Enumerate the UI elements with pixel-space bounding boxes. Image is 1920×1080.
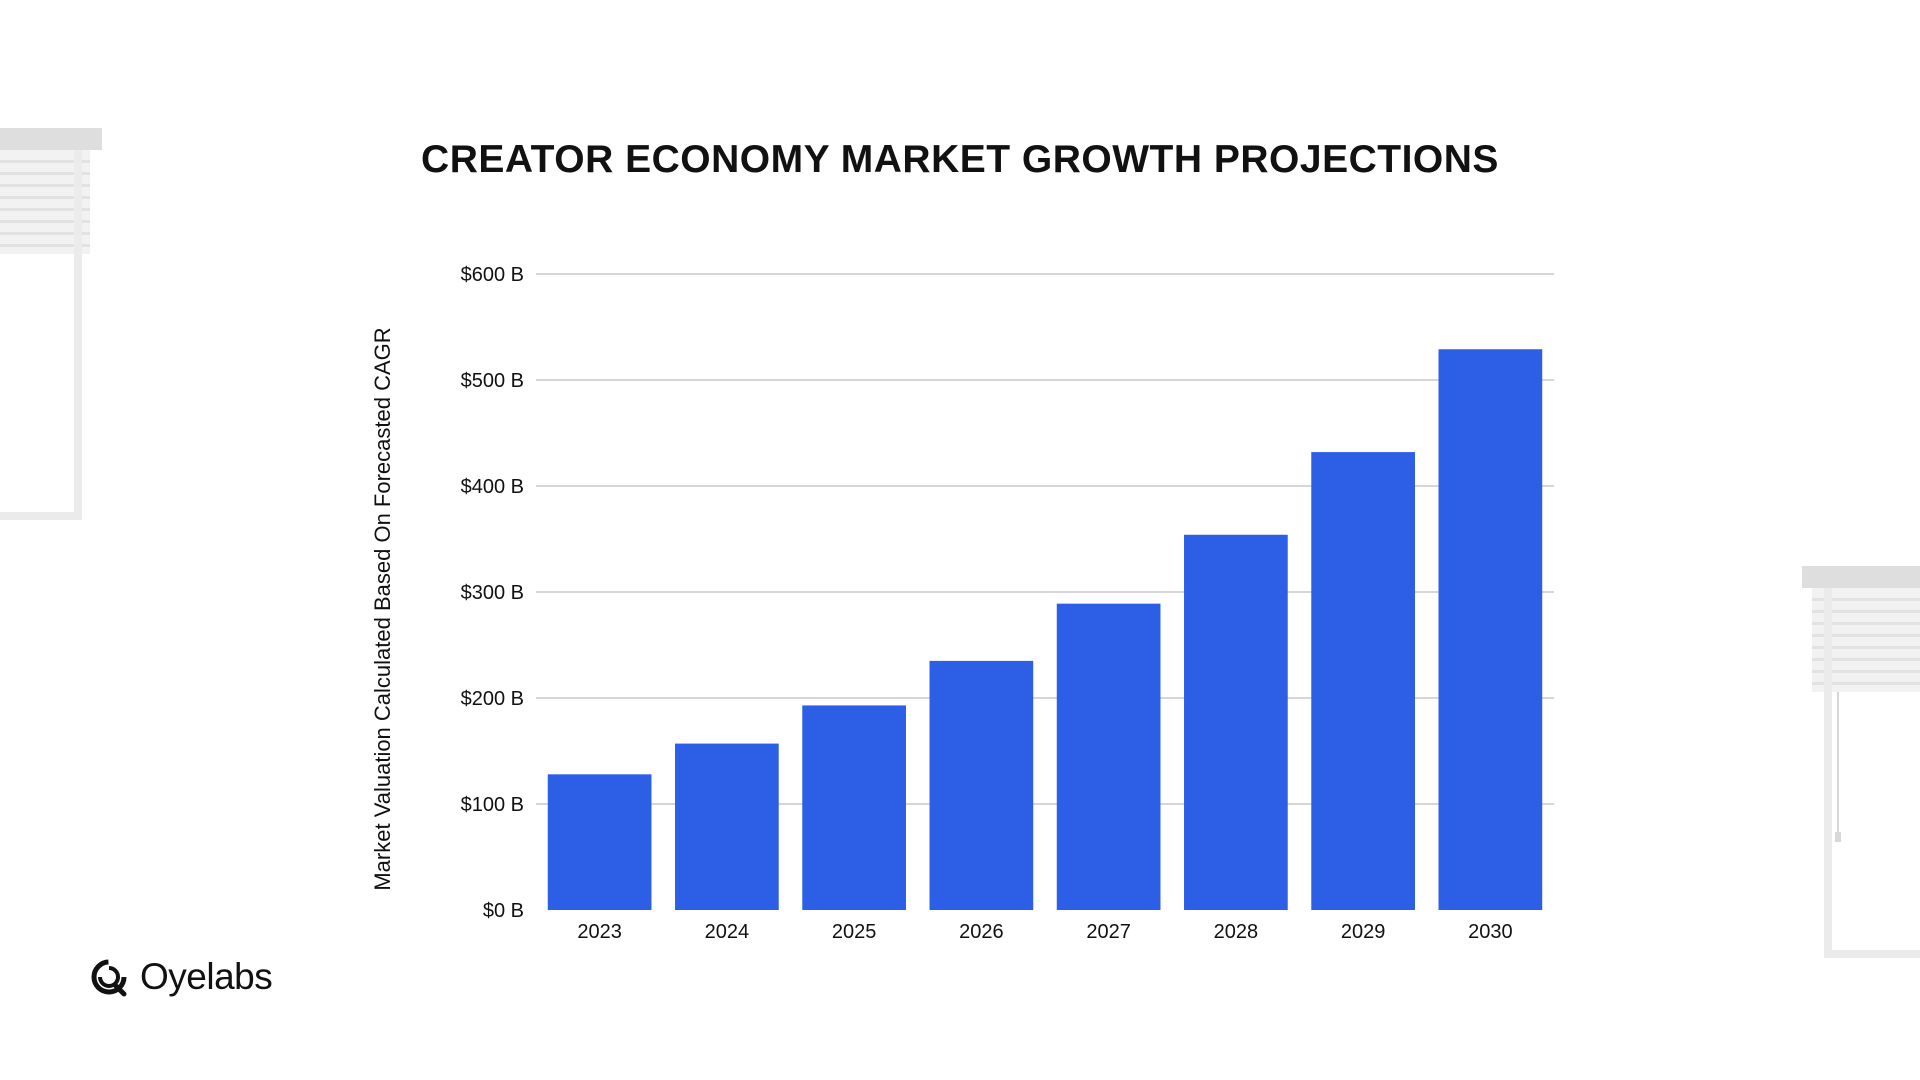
bar-2027 bbox=[1056, 603, 1161, 910]
bar-2024 bbox=[675, 743, 779, 910]
y-tick-label: $0 B bbox=[483, 900, 524, 922]
x-tick-label: 2030 bbox=[1468, 921, 1513, 943]
x-tick-label: 2023 bbox=[577, 921, 622, 943]
x-tick-label: 2027 bbox=[1086, 921, 1131, 943]
y-tick-label: $200 B bbox=[461, 688, 524, 710]
bar-2028 bbox=[1184, 534, 1288, 910]
chart-title: CREATOR ECONOMY MARKET GROWTH PROJECTION… bbox=[421, 138, 1499, 181]
y-axis-label: Market Valuation Calculated Based On For… bbox=[370, 327, 395, 890]
y-tick-label: $300 B bbox=[461, 582, 524, 604]
bar-2025 bbox=[802, 705, 906, 910]
right-blinds-decoration bbox=[1802, 566, 1920, 958]
bar-2026 bbox=[929, 660, 1034, 910]
bar-2030 bbox=[1438, 349, 1543, 910]
x-tick-label: 2025 bbox=[832, 921, 877, 943]
oyelabs-logo-icon bbox=[91, 959, 127, 997]
bars bbox=[547, 349, 1543, 910]
brand-name: Oyelabs bbox=[140, 956, 273, 997]
x-tick-label: 2024 bbox=[705, 921, 750, 943]
x-tick-labels: 2023 2024 2025 2026 2027 2028 2029 2030 bbox=[577, 921, 1512, 943]
y-tick-label: $500 B bbox=[461, 370, 524, 392]
bar-2023 bbox=[547, 774, 652, 910]
bar-2029 bbox=[1311, 452, 1415, 910]
x-tick-label: 2026 bbox=[959, 921, 1004, 943]
brand-logo: Oyelabs bbox=[88, 956, 273, 998]
y-tick-labels: $0 B $100 B $200 B $300 B $400 B $500 B $600 B bbox=[461, 264, 524, 922]
left-blinds-decoration bbox=[0, 128, 102, 520]
x-tick-label: 2028 bbox=[1214, 921, 1259, 943]
y-tick-label: $600 B bbox=[461, 264, 524, 286]
x-tick-label: 2029 bbox=[1341, 921, 1386, 943]
y-tick-label: $400 B bbox=[461, 476, 524, 498]
y-tick-label: $100 B bbox=[461, 794, 524, 816]
